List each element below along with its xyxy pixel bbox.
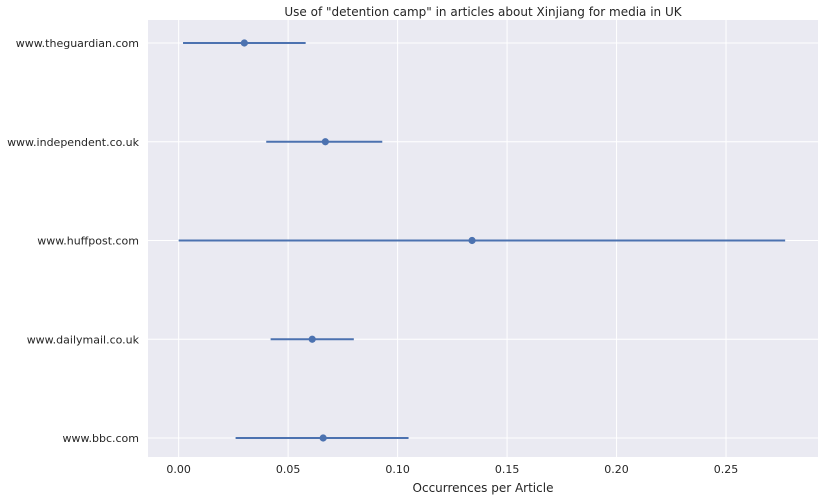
data-point <box>240 39 248 47</box>
x-axis-label: Occurrences per Article <box>413 481 554 495</box>
x-tick-label: 0.25 <box>714 463 739 476</box>
data-marks <box>178 39 786 442</box>
y-tick-label: www.bbc.com <box>63 432 139 445</box>
x-tick-label: 0.05 <box>276 463 301 476</box>
chart-title: Use of "detention camp" in articles abou… <box>284 5 682 19</box>
x-tick-label: 0.20 <box>604 463 629 476</box>
y-tick-label: www.huffpost.com <box>37 235 139 248</box>
y-tick-label: www.dailymail.co.uk <box>27 333 140 346</box>
y-tick-labels: www.theguardian.com www.independent.co.uk… <box>7 37 140 445</box>
data-point <box>321 138 329 146</box>
y-tick-label: www.theguardian.com <box>16 37 139 50</box>
x-tick-label: 0.15 <box>495 463 520 476</box>
x-tick-label: 0.10 <box>385 463 410 476</box>
x-tick-labels: 0.00 0.05 0.10 0.15 0.20 0.25 <box>166 463 738 476</box>
x-tick-label: 0.00 <box>166 463 191 476</box>
y-tick-label: www.independent.co.uk <box>7 136 140 149</box>
plot-area <box>148 20 818 457</box>
data-point <box>308 335 316 343</box>
data-point <box>468 236 476 245</box>
data-point <box>319 434 327 442</box>
